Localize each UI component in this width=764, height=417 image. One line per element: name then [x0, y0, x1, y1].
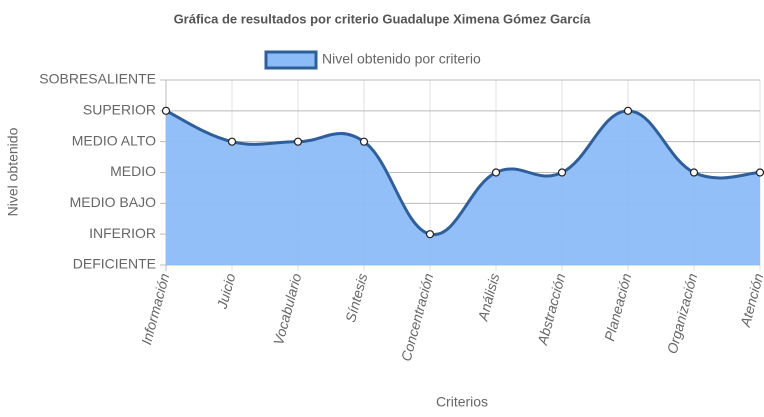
x-tick-label: Abstracción: [534, 271, 569, 347]
legend-label: Nivel obtenido por criterio: [322, 51, 481, 67]
point: [293, 137, 303, 146]
x-axis-label: Criterios: [436, 394, 488, 410]
x-tick-label: Juicio: [213, 271, 238, 311]
x-tick-label: Análisis: [474, 272, 502, 324]
line: [165, 109, 761, 236]
legend-swatch: [264, 50, 318, 70]
y-tick-label: MEDIO ALTO: [72, 132, 156, 148]
point: [623, 106, 633, 115]
y-tick-label: SUPERIOR: [83, 102, 156, 118]
point: [161, 106, 171, 115]
area-fill: [166, 110, 760, 265]
y-tick-label: MEDIO: [110, 163, 156, 179]
x-tick-label: Concentración: [398, 271, 437, 363]
y-tick-label: DEFICIENTE: [73, 256, 156, 272]
point: [359, 137, 369, 146]
chart-title: Gráfica de resultados por criterio Guada…: [174, 11, 592, 26]
point: [755, 168, 764, 177]
x-tick-label: Vocabulario: [270, 271, 305, 346]
x-tick-label: Organización: [664, 271, 701, 355]
point: [491, 168, 501, 177]
x-tick-label: Planeación: [601, 271, 634, 342]
point: [557, 168, 567, 177]
point: [689, 168, 699, 177]
y-tick-label: SOBRESALIENTE: [39, 71, 156, 87]
x-tick-label: Síntesis: [342, 272, 370, 324]
point: [227, 137, 237, 146]
x-tick-label: Atención: [737, 271, 764, 329]
x-tick-label: Información: [138, 271, 172, 346]
y-tick-label: INFERIOR: [89, 225, 156, 241]
y-tick-label: MEDIO BAJO: [70, 194, 156, 210]
point: [425, 230, 435, 239]
y-axis-label: Nivel obtenido: [5, 127, 21, 216]
